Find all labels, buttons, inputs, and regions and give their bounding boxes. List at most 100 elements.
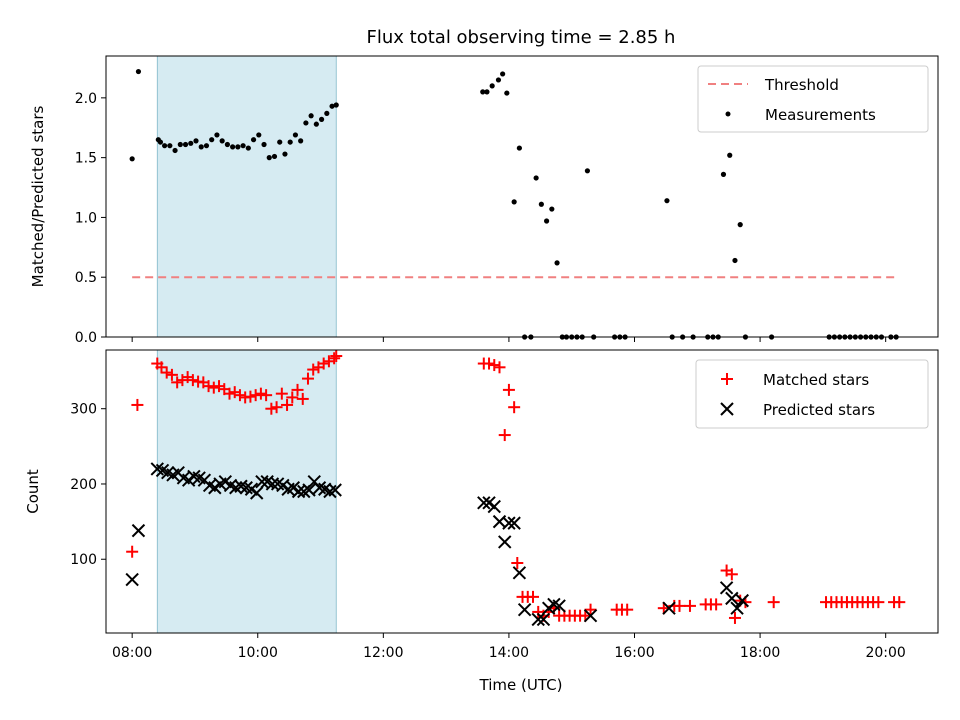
matched-star-marker: [244, 390, 257, 403]
matched-star-marker: [493, 361, 506, 374]
matched-star-marker: [502, 383, 515, 396]
y-tick-label: 100: [70, 552, 97, 568]
matched-star-points: [126, 350, 906, 624]
top-y-ticks: 0.0 0.5 1.0 1.5 2.0: [75, 91, 106, 346]
matched-star-marker: [233, 389, 246, 402]
legend-measurements-swatch: [725, 111, 731, 117]
x-tick-label: 18:00: [740, 645, 780, 661]
matched-star-marker: [511, 557, 524, 570]
measurement-point: [329, 103, 335, 109]
matched-star-marker: [202, 380, 215, 393]
top-axes-frame: [105, 55, 939, 338]
matched-star-marker: [254, 387, 267, 400]
measurement-point: [219, 138, 225, 144]
measurement-point: [495, 77, 502, 83]
predicted-star-marker: [531, 612, 545, 627]
predicted-star-marker: [255, 475, 269, 489]
measurement-point: [584, 168, 591, 174]
measurement-point: [727, 152, 733, 158]
measurement-point: [266, 155, 272, 161]
bottom-axes-frame: [105, 349, 939, 634]
measurement-point: [303, 120, 309, 126]
measurement-point: [504, 90, 510, 96]
matched-star-marker: [131, 398, 144, 411]
measurement-point: [277, 139, 283, 145]
x-tick-label: 08:00: [112, 645, 152, 661]
measurement-point: [172, 147, 178, 154]
legend-matched-swatch: [721, 373, 733, 385]
matched-star-marker: [498, 429, 511, 442]
bottom-x-ticks: 08:00 10:00 12:00 14:00 16:00 18:00 20:00: [112, 633, 906, 661]
matched-star-marker: [483, 357, 496, 370]
matched-star-marker: [171, 376, 184, 389]
matched-star-marker: [286, 391, 299, 404]
x-tick-label: 12:00: [363, 645, 403, 661]
predicted-star-marker: [662, 601, 676, 615]
measurement-point: [182, 141, 189, 148]
matched-star-marker: [301, 372, 314, 385]
measurement-point: [324, 110, 330, 116]
matched-star-marker: [249, 389, 262, 402]
measurement-point: [318, 116, 325, 122]
chart-title: Flux total observing time = 2.85 h: [367, 27, 676, 48]
predicted-star-marker: [249, 486, 264, 500]
predicted-star-marker: [302, 483, 316, 497]
x-tick-label: 14:00: [489, 645, 529, 661]
measurement-point: [533, 175, 539, 181]
predicted-star-points: [125, 462, 750, 627]
measurement-point: [250, 137, 257, 143]
measurement-point: [162, 143, 168, 149]
matched-star-marker: [725, 568, 738, 581]
measurement-point: [271, 153, 278, 160]
predicted-star-marker: [498, 535, 512, 549]
measurement-point: [209, 137, 215, 143]
matched-star-marker: [893, 596, 906, 609]
predicted-star-marker: [536, 612, 551, 627]
matched-star-marker: [508, 401, 521, 414]
matched-star-marker: [126, 545, 139, 558]
matched-star-marker: [710, 598, 723, 611]
measurement-point: [135, 68, 142, 75]
matched-star-marker: [265, 402, 278, 415]
predicted-star-marker: [735, 593, 750, 608]
measurement-point: [287, 139, 293, 145]
measurement-point: [188, 140, 194, 146]
x-tick-label: 10:00: [238, 645, 278, 661]
bottom-y-ticks: 100 200 300: [70, 402, 106, 568]
legend-predicted-label: Predicted stars: [763, 401, 875, 419]
predicted-star-marker: [725, 591, 739, 606]
measurement-point: [235, 144, 241, 150]
measurement-point: [549, 206, 555, 212]
measurement-point: [230, 144, 236, 150]
matched-star-marker: [207, 381, 220, 394]
measurement-point: [224, 141, 230, 148]
bottom-y-axis-label: Count: [24, 469, 42, 514]
y-tick-label: 200: [70, 477, 97, 493]
predicted-star-marker: [517, 602, 532, 617]
measurement-point: [489, 83, 495, 89]
matched-star-marker: [291, 383, 304, 396]
matched-star-marker: [330, 350, 343, 363]
matched-star-marker: [328, 352, 341, 365]
matched-star-marker: [275, 387, 288, 400]
predicted-star-marker: [487, 499, 501, 514]
measurement-point: [177, 141, 183, 148]
measurement-point: [511, 199, 517, 205]
y-tick-label: 1.0: [75, 210, 97, 226]
predicted-star-marker: [583, 608, 598, 623]
measurement-point: [282, 151, 288, 157]
matched-star-marker: [296, 392, 309, 405]
top-panel: 0.00.51.01.52.0 Matched/Predicted stars …: [29, 55, 939, 346]
measurement-point: [554, 260, 560, 266]
bottom-panel: 100 200 300 08:00 10:00 12:00 14:00 16:00 18:00…: [24, 349, 939, 694]
measurement-point: [480, 89, 486, 95]
top-legend: Threshold Measurements: [697, 65, 929, 133]
measurement-point: [732, 257, 738, 264]
predicted-star-marker: [131, 523, 146, 538]
predicted-star-marker: [719, 581, 734, 595]
matched-star-marker: [155, 361, 168, 374]
matched-star-marker: [488, 359, 501, 372]
predicted-star-marker: [730, 601, 744, 615]
measurement-point: [198, 144, 204, 150]
